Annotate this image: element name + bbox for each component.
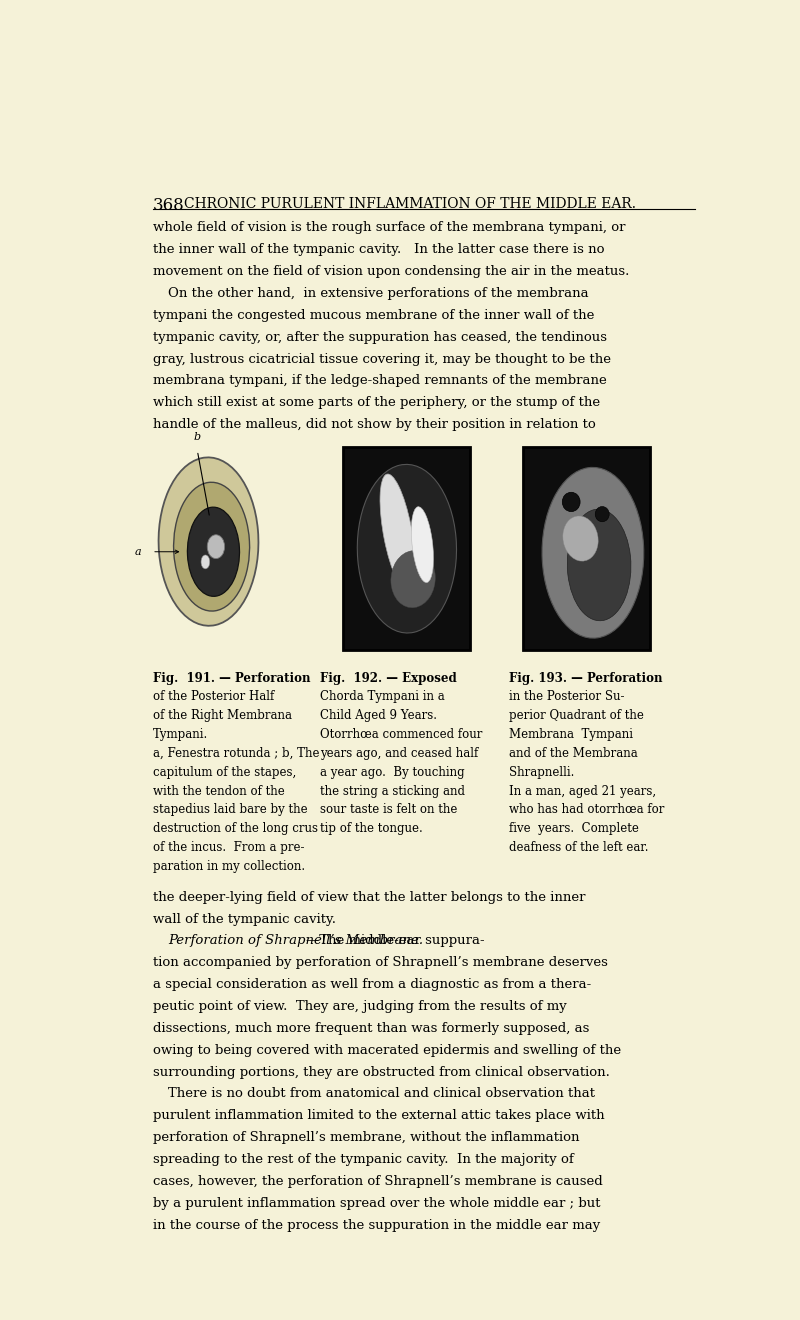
Text: Membrana  Tympani: Membrana Tympani [510,729,634,741]
Text: peutic point of view.  They are, judging from the results of my: peutic point of view. They are, judging … [153,1001,566,1012]
Text: movement on the field of vision upon condensing the air in the meatus.: movement on the field of vision upon con… [153,265,629,279]
Text: perior Quadrant of the: perior Quadrant of the [510,709,644,722]
Text: destruction of the long crus: destruction of the long crus [153,822,318,836]
Ellipse shape [187,507,239,597]
Text: On the other hand,  in extensive perforations of the membrana: On the other hand, in extensive perforat… [168,286,589,300]
Text: five  years.  Complete: five years. Complete [510,822,639,836]
FancyBboxPatch shape [523,447,650,651]
Text: spreading to the rest of the tympanic cavity.  In the majority of: spreading to the rest of the tympanic ca… [153,1152,574,1166]
Text: and of the Membrana: and of the Membrana [510,747,638,760]
Text: of the Posterior Half: of the Posterior Half [153,690,274,704]
Text: of the incus.  From a pre-: of the incus. From a pre- [153,841,304,854]
Text: tip of the tongue.: tip of the tongue. [320,822,423,836]
Text: Perforation of Shrapnell’s Membrane.: Perforation of Shrapnell’s Membrane. [168,935,423,948]
Text: Chorda Tympani in a: Chorda Tympani in a [320,690,445,704]
Text: There is no doubt from anatomical and clinical observation that: There is no doubt from anatomical and cl… [168,1088,595,1101]
Text: tympani the congested mucous membrane of the inner wall of the: tympani the congested mucous membrane of… [153,309,594,322]
Text: deafness of the left ear.: deafness of the left ear. [510,841,649,854]
Ellipse shape [174,482,250,611]
Ellipse shape [562,492,580,512]
Text: Fig. 193. — Perforation: Fig. 193. — Perforation [510,672,662,685]
Text: a: a [134,546,142,557]
Text: in the Posterior Su-: in the Posterior Su- [510,690,625,704]
Text: paration in my collection.: paration in my collection. [153,859,305,873]
Text: cases, however, the perforation of Shrapnell’s membrane is caused: cases, however, the perforation of Shrap… [153,1175,602,1188]
Ellipse shape [207,535,225,558]
Text: membrana tympani, if the ledge-shaped remnants of the membrane: membrana tympani, if the ledge-shaped re… [153,375,606,387]
Ellipse shape [201,554,210,569]
Ellipse shape [158,458,258,626]
Text: in the course of the process the suppuration in the middle ear may: in the course of the process the suppura… [153,1218,600,1232]
Text: capitulum of the stapes,: capitulum of the stapes, [153,766,296,779]
Text: —The middle-ear suppura-: —The middle-ear suppura- [306,935,485,948]
Ellipse shape [563,516,598,561]
Text: a, Fenestra rotunda ; b, The: a, Fenestra rotunda ; b, The [153,747,319,760]
Text: Otorrhœa commenced four: Otorrhœa commenced four [320,729,482,741]
Text: stapedius laid bare by the: stapedius laid bare by the [153,804,307,816]
Text: perforation of Shrapnell’s membrane, without the inflammation: perforation of Shrapnell’s membrane, wit… [153,1131,579,1144]
Text: tympanic cavity, or, after the suppuration has ceased, the tendinous: tympanic cavity, or, after the suppurati… [153,331,606,343]
Text: dissections, much more frequent than was formerly supposed, as: dissections, much more frequent than was… [153,1022,589,1035]
Ellipse shape [411,507,434,582]
Text: Fig.  192. — Exposed: Fig. 192. — Exposed [320,672,457,685]
Ellipse shape [391,550,435,607]
Text: owing to being covered with macerated epidermis and swelling of the: owing to being covered with macerated ep… [153,1044,621,1057]
Text: wall of the tympanic cavity.: wall of the tympanic cavity. [153,912,336,925]
FancyBboxPatch shape [343,447,470,651]
Text: whole field of vision is the rough surface of the membrana tympani, or: whole field of vision is the rough surfa… [153,222,626,235]
Text: a year ago.  By touching: a year ago. By touching [320,766,465,779]
Text: surrounding portions, they are obstructed from clinical observation.: surrounding portions, they are obstructe… [153,1065,610,1078]
Text: Child Aged 9 Years.: Child Aged 9 Years. [320,709,437,722]
Text: Shrapnelli.: Shrapnelli. [510,766,574,779]
Text: by a purulent inflammation spread over the whole middle ear ; but: by a purulent inflammation spread over t… [153,1197,600,1209]
Text: In a man, aged 21 years,: In a man, aged 21 years, [510,784,656,797]
Ellipse shape [358,465,457,634]
Text: years ago, and ceased half: years ago, and ceased half [320,747,478,760]
Ellipse shape [380,474,415,591]
Text: CHRONIC PURULENT INFLAMMATION OF THE MIDDLE EAR.: CHRONIC PURULENT INFLAMMATION OF THE MID… [184,197,636,211]
Text: Fig.  191. — Perforation: Fig. 191. — Perforation [153,672,310,685]
Ellipse shape [595,507,609,521]
Text: the string a sticking and: the string a sticking and [320,784,465,797]
Text: b: b [194,433,201,442]
Text: Tympani.: Tympani. [153,729,208,741]
Text: who has had otorrhœa for: who has had otorrhœa for [510,804,665,816]
Text: sour taste is felt on the: sour taste is felt on the [320,804,458,816]
Ellipse shape [542,467,644,638]
Text: handle of the malleus, did not show by their position in relation to: handle of the malleus, did not show by t… [153,418,595,432]
Text: the deeper-lying field of view that the latter belongs to the inner: the deeper-lying field of view that the … [153,891,586,904]
Text: which still exist at some parts of the periphery, or the stump of the: which still exist at some parts of the p… [153,396,600,409]
Ellipse shape [567,510,631,620]
Text: the inner wall of the tympanic cavity.   In the latter case there is no: the inner wall of the tympanic cavity. I… [153,243,604,256]
Text: tion accompanied by perforation of Shrapnell’s membrane deserves: tion accompanied by perforation of Shrap… [153,956,607,969]
Text: a special consideration as well from a diagnostic as from a thera-: a special consideration as well from a d… [153,978,591,991]
Text: 368: 368 [153,197,185,214]
Text: of the Right Membrana: of the Right Membrana [153,709,292,722]
Text: purulent inflammation limited to the external attic takes place with: purulent inflammation limited to the ext… [153,1109,604,1122]
Text: gray, lustrous cicatricial tissue covering it, may be thought to be the: gray, lustrous cicatricial tissue coveri… [153,352,610,366]
Text: with the tendon of the: with the tendon of the [153,784,285,797]
